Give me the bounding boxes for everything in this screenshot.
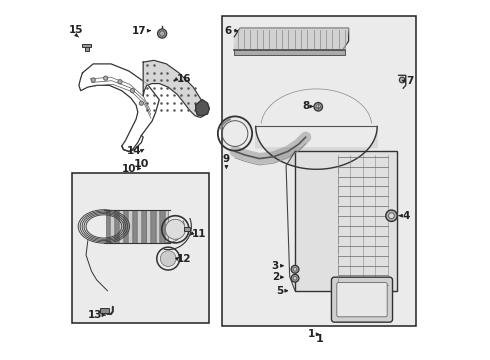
Text: 13: 13: [88, 310, 102, 320]
Text: 1: 1: [307, 329, 315, 339]
Bar: [85, 44, 89, 51]
Text: 1: 1: [316, 334, 324, 343]
Text: 7: 7: [407, 76, 414, 86]
Text: 2: 2: [271, 272, 279, 282]
Text: 15: 15: [69, 25, 84, 35]
Text: 10: 10: [134, 158, 149, 168]
Circle shape: [160, 31, 165, 36]
Circle shape: [139, 101, 144, 105]
Polygon shape: [234, 28, 348, 50]
Bar: [100, 308, 109, 313]
Text: 5: 5: [276, 286, 284, 296]
Bar: [222, 16, 416, 327]
Circle shape: [291, 265, 299, 273]
Bar: [147, 210, 150, 243]
Bar: [295, 152, 397, 291]
Bar: [115, 210, 118, 243]
Text: 3: 3: [271, 261, 279, 271]
Bar: [133, 210, 136, 243]
Text: 17: 17: [132, 26, 147, 36]
Circle shape: [165, 219, 185, 239]
Circle shape: [314, 103, 322, 111]
Circle shape: [399, 77, 405, 83]
Circle shape: [316, 105, 320, 109]
Circle shape: [103, 76, 108, 80]
Text: 9: 9: [223, 154, 230, 164]
Polygon shape: [256, 126, 377, 169]
Bar: [234, 50, 345, 55]
Bar: [110, 210, 114, 243]
Bar: [137, 210, 141, 243]
Text: 6: 6: [224, 26, 231, 36]
Circle shape: [293, 267, 297, 271]
Text: 4: 4: [402, 211, 410, 221]
Bar: [151, 210, 155, 243]
Bar: [119, 210, 123, 243]
Bar: [124, 210, 127, 243]
Bar: [155, 210, 159, 243]
Polygon shape: [234, 28, 348, 50]
Circle shape: [160, 251, 176, 266]
Bar: [106, 210, 109, 243]
Circle shape: [130, 89, 135, 93]
FancyBboxPatch shape: [331, 277, 392, 322]
Circle shape: [291, 274, 299, 282]
Text: 16: 16: [176, 74, 191, 84]
Bar: [160, 210, 164, 243]
Bar: [184, 227, 190, 231]
Bar: [72, 173, 209, 323]
Circle shape: [91, 78, 96, 82]
Text: 12: 12: [177, 253, 192, 264]
Text: 11: 11: [192, 229, 207, 239]
Bar: [142, 210, 146, 243]
FancyBboxPatch shape: [337, 283, 387, 317]
Polygon shape: [196, 100, 209, 116]
Text: 8: 8: [302, 102, 309, 111]
Bar: [82, 44, 91, 46]
Text: 14: 14: [127, 146, 142, 156]
Circle shape: [386, 210, 397, 221]
Circle shape: [118, 80, 122, 84]
Bar: [128, 210, 132, 243]
Circle shape: [293, 276, 297, 280]
Text: 10: 10: [122, 163, 137, 174]
Polygon shape: [143, 60, 206, 117]
Circle shape: [157, 29, 167, 38]
Circle shape: [389, 213, 394, 219]
Bar: [165, 210, 168, 243]
